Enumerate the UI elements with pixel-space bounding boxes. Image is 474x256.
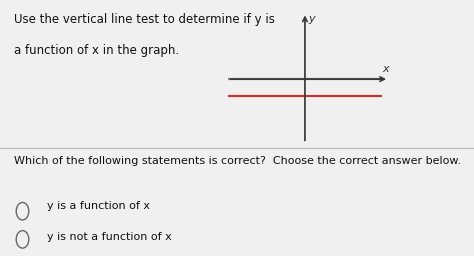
Text: y: y bbox=[308, 14, 315, 24]
Text: y is not a function of x: y is not a function of x bbox=[47, 232, 172, 242]
Text: a function of x in the graph.: a function of x in the graph. bbox=[14, 44, 179, 57]
Text: y is a function of x: y is a function of x bbox=[47, 201, 150, 211]
Text: Use the vertical line test to determine if y is: Use the vertical line test to determine … bbox=[14, 13, 275, 26]
Text: Which of the following statements is correct?  Choose the correct answer below.: Which of the following statements is cor… bbox=[14, 156, 461, 166]
Text: x: x bbox=[383, 64, 389, 74]
